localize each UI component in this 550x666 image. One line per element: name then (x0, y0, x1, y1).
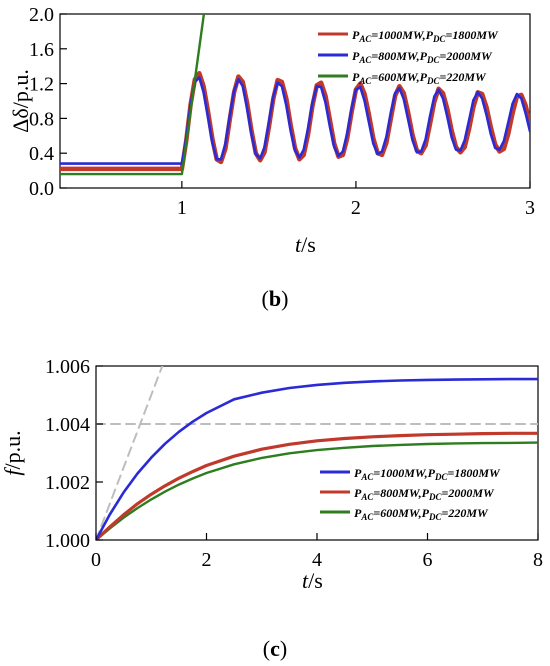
x-tick-label: 2 (351, 197, 361, 219)
legend-entry: PAC=600MW,PDC=220MW (352, 70, 487, 86)
panel-b-plot-frame (59, 13, 531, 189)
panel-b-y-axis-label: Δδ/p.u. (8, 69, 33, 133)
panel-b-x-axis-label: t/s (295, 232, 316, 257)
series-line-series-3 (96, 441, 538, 540)
y-tick-label: 1.004 (45, 414, 90, 436)
panel-b-marks (60, 14, 530, 176)
y-tick-label: 1.2 (29, 74, 54, 96)
y-tick-label: 1.000 (45, 530, 90, 552)
series-line-series-2 (96, 431, 538, 540)
x-tick-label: 2 (202, 549, 212, 571)
panel-b-ticks: 1 2 3 0.0 0.4 0.8 1.2 1.6 2.0 (29, 4, 535, 219)
x-tick-label: 8 (533, 549, 543, 571)
series-line-series-2 (60, 76, 530, 165)
panel-c-legend: PAC=1000MW,PDC=1800MW PAC=800MW,PDC=2000M… (320, 466, 501, 522)
legend-entry: PAC=600MW,PDC=220MW (354, 506, 489, 522)
legend-entry: PAC=800MW,PDC=2000MW (352, 49, 493, 65)
panel-c-label: (c) (263, 636, 287, 661)
panel-c-x-axis-label: t/s (302, 568, 323, 593)
panel-c-y-axis-label: f/p.u. (0, 430, 25, 475)
x-tick-label: 6 (423, 549, 433, 571)
panel-c-ticks: 0 2 4 6 8 1.000 1.002 1.004 1.006 (45, 356, 543, 571)
y-tick-label: 1.002 (45, 472, 90, 494)
y-tick-label: 1.006 (45, 356, 90, 378)
y-tick-label: 1.6 (29, 39, 54, 61)
y-tick-label: 2.0 (29, 4, 54, 26)
panel-b-legend: PAC=1000MW,PDC=1800MW PAC=800MW,PDC=2000M… (318, 28, 499, 86)
series-line-series-1 (60, 70, 530, 172)
panel-b-x-axis-unit: /s (301, 232, 316, 257)
panel-b-label: (b) (262, 286, 289, 311)
series-line-series-1 (96, 377, 538, 540)
panel-b-chart: 1 2 3 0.0 0.4 0.8 1.2 1.6 2.0 Δδ/p.u. t/s PAC=10… (8, 4, 535, 311)
x-tick-label: 4 (312, 549, 322, 571)
y-tick-label: 0.0 (29, 178, 54, 200)
series-line-series-3 (60, 14, 206, 176)
legend-entry: PAC=800MW,PDC=2000MW (354, 486, 495, 502)
legend-entry: PAC=1000MW,PDC=1800MW (354, 466, 501, 482)
series-line-reference-tangent (96, 366, 164, 540)
panel-c-marks (96, 366, 538, 540)
x-tick-label: 3 (525, 197, 535, 219)
y-tick-label: 0.4 (29, 143, 54, 165)
legend-entry: PAC=1000MW,PDC=1800MW (352, 28, 499, 44)
x-tick-label: 1 (177, 197, 187, 219)
x-tick-label: 0 (91, 549, 101, 571)
panel-b-x-axis-symbol: t (295, 232, 302, 257)
y-tick-label: 0.8 (29, 108, 54, 130)
panel-c-chart: 0 2 4 6 8 1.000 1.002 1.004 1.006 f/p.u. t/s PAC… (0, 356, 543, 661)
